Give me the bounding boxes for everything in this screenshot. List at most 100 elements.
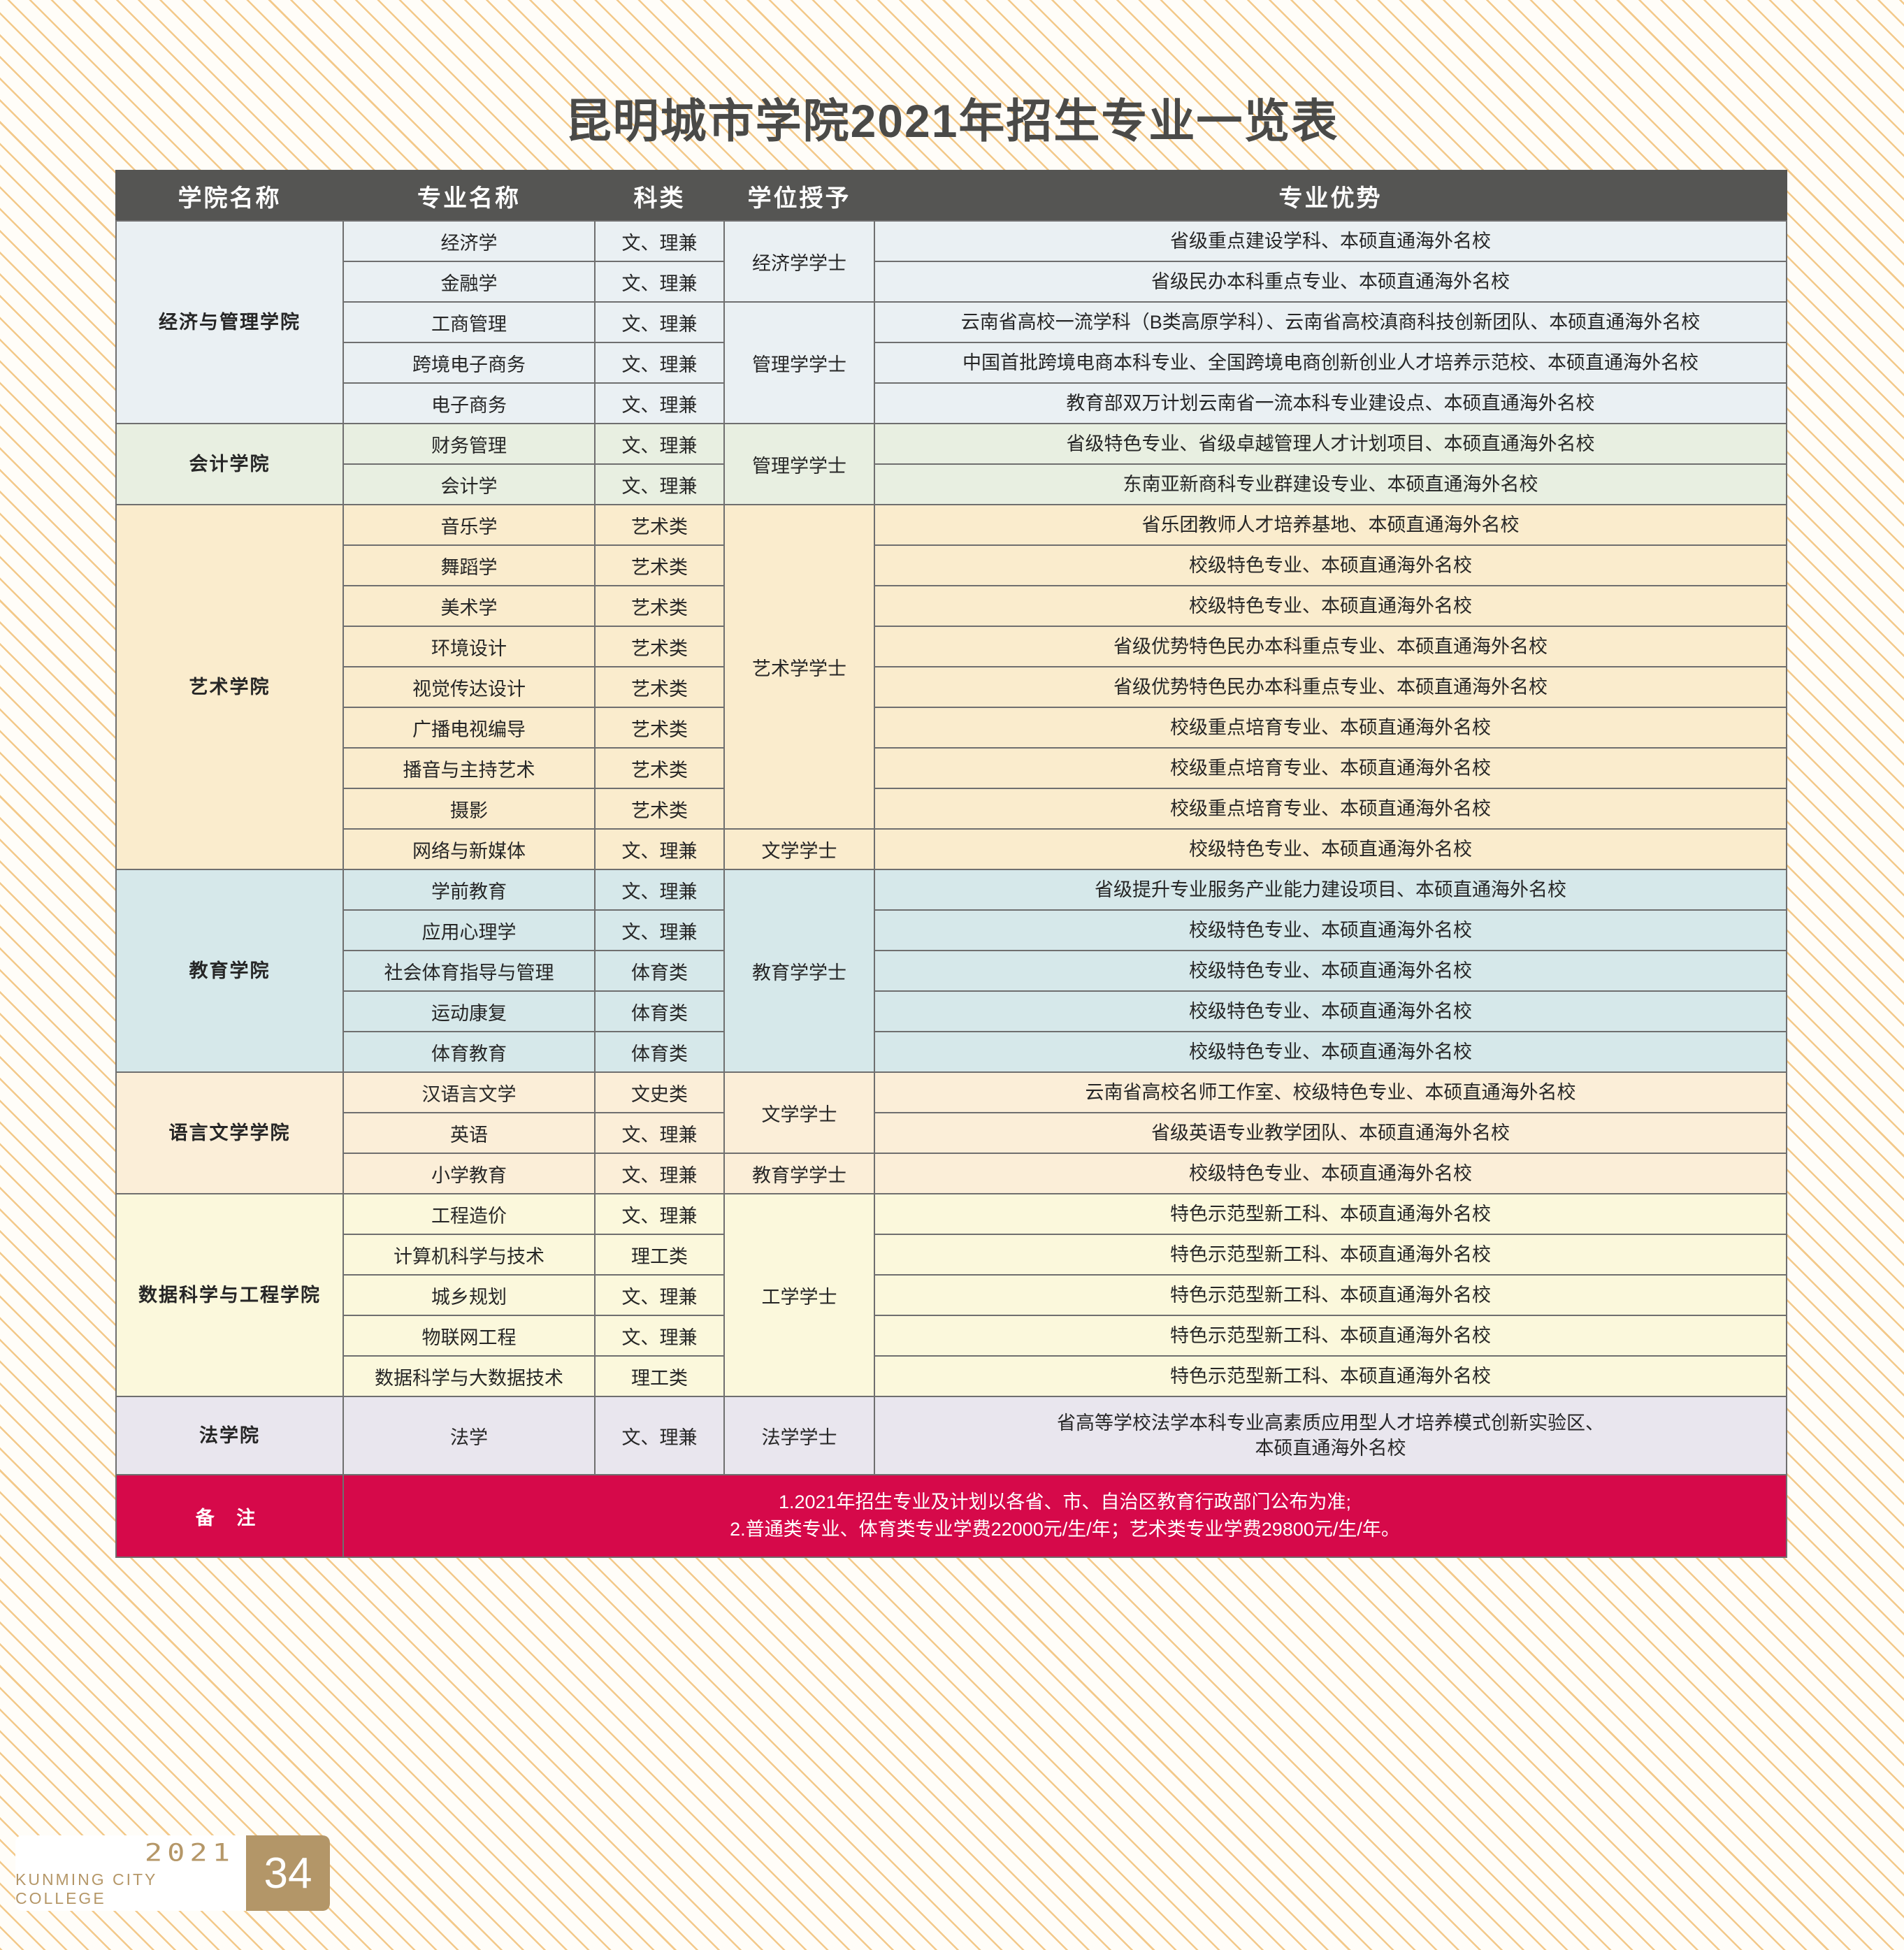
category-cell: 体育类 xyxy=(594,990,725,1032)
table-row: 语言文学学院 汉语言文学 文史类 文学学士 云南省高校名师工作室、校级特色专业、… xyxy=(115,1071,1787,1194)
major-name-cell: 小学教育 xyxy=(342,1153,596,1194)
advantage-cell: 省级英语专业教学团队、本硕直通海外名校 xyxy=(874,1112,1787,1154)
degree-cell: 文学学士 xyxy=(723,1071,875,1154)
category-cell: 文、理兼 xyxy=(594,463,725,505)
category-cell: 文、理兼 xyxy=(594,1274,725,1316)
category-cell: 艺术类 xyxy=(594,666,725,708)
table-row: 小学教育 文、理兼 教育学学士 校级特色专业、本硕直通海外名校 xyxy=(116,1153,1787,1194)
major-name-cell: 运动康复 xyxy=(342,990,596,1032)
table-row: 英语 文、理兼 省级英语专业教学团队、本硕直通海外名校 xyxy=(116,1112,1787,1154)
category-cell: 文、理兼 xyxy=(594,301,725,343)
major-name-cell: 网络与新媒体 xyxy=(342,828,596,870)
table-row: 金融学 文、理兼 省级民办本科重点专业、本硕直通海外名校 xyxy=(116,261,1787,303)
footer-college-name: KUNMING CITY COLLEGE xyxy=(15,1870,157,1907)
major-name-cell: 城乡规划 xyxy=(342,1274,596,1316)
col-header-advantage: 专业优势 xyxy=(874,170,1787,222)
col-header-category: 科类 xyxy=(594,170,725,222)
note-line-2: 2.普通类专业、体育类专业学费22000元/生/年；艺术类专业学费29800元/… xyxy=(730,1519,1400,1540)
category-cell: 艺术类 xyxy=(594,544,725,586)
table-row: 跨境电子商务 文、理兼 中国首批跨境电商本科专业、全国跨境电商创新创业人才培养示… xyxy=(116,342,1787,384)
major-name-cell: 社会体育指导与管理 xyxy=(342,950,596,992)
advantage-cell: 校级特色专业、本硕直通海外名校 xyxy=(874,828,1787,870)
table-row: 工商管理 文、理兼 管理学学士 云南省高校一流学科（B类高原学科）、云南省高校滇… xyxy=(116,301,1787,424)
advantage-cell: 教育部双万计划云南省一流本科专业建设点、本硕直通海外名校 xyxy=(874,382,1787,424)
category-cell: 文、理兼 xyxy=(594,1112,725,1154)
category-cell: 文、理兼 xyxy=(594,1193,725,1235)
major-name-cell: 数据科学与大数据技术 xyxy=(342,1355,596,1397)
major-name-cell: 电子商务 xyxy=(342,382,596,424)
page-number: 34 xyxy=(246,1835,330,1911)
table-row: 法学院 法学 文、理兼 法学学士 省高等学校法学本科专业高素质应用型人才培养模式… xyxy=(115,1396,1787,1475)
major-name-cell: 应用心理学 xyxy=(342,909,596,951)
category-cell: 体育类 xyxy=(594,1031,725,1073)
table-row: 城乡规划 文、理兼 特色示范型新工科、本硕直通海外名校 xyxy=(116,1274,1787,1316)
college-name-cell: 语言文学学院 xyxy=(115,1071,344,1194)
degree-cell: 经济学学士 xyxy=(723,220,875,303)
advantage-cell: 特色示范型新工科、本硕直通海外名校 xyxy=(874,1234,1787,1276)
advantage-cell: 校级重点培育专业、本硕直通海外名校 xyxy=(874,747,1787,789)
degree-cell: 管理学学士 xyxy=(723,423,875,505)
major-name-cell: 体育教育 xyxy=(342,1031,596,1073)
table-row: 美术学 艺术类 校级特色专业、本硕直通海外名校 xyxy=(116,585,1787,627)
table-row: 数据科学与工程学院 工程造价 文、理兼 工学学士 特色示范型新工科、本硕直通海外… xyxy=(115,1193,1787,1397)
advantage-cell: 省级优势特色民办本科重点专业、本硕直通海外名校 xyxy=(874,626,1787,667)
majors-table-container: 学院名称 专业名称 科类 学位授予 专业优势 经济与管理学院 经济学 文、理兼 … xyxy=(115,170,1787,1558)
major-name-cell: 物联网工程 xyxy=(342,1315,596,1357)
college-name-cell: 数据科学与工程学院 xyxy=(115,1193,344,1397)
footer-brand: 2021 KUNMING CITY COLLEGE xyxy=(15,1835,246,1911)
advantage-cell: 校级特色专业、本硕直通海外名校 xyxy=(874,544,1787,586)
category-cell: 文史类 xyxy=(594,1071,725,1113)
page-title: 昆明城市学院2021年招生专业一览表 xyxy=(565,95,1339,147)
table-row: 广播电视编导 艺术类 校级重点培育专业、本硕直通海外名校 xyxy=(116,707,1787,749)
advantage-cell: 东南亚新商科专业群建设专业、本硕直通海外名校 xyxy=(874,463,1787,505)
major-name-cell: 会计学 xyxy=(342,463,596,505)
degree-cell: 法学学士 xyxy=(723,1396,875,1475)
table-row: 会计学 文、理兼 东南亚新商科专业群建设专业、本硕直通海外名校 xyxy=(116,463,1787,505)
advantage-cell: 校级重点培育专业、本硕直通海外名校 xyxy=(874,707,1787,749)
major-name-cell: 财务管理 xyxy=(342,423,596,465)
col-header-degree: 学位授予 xyxy=(723,170,875,222)
category-cell: 艺术类 xyxy=(594,626,725,667)
major-name-cell: 音乐学 xyxy=(342,504,596,546)
table-row: 体育教育 体育类 校级特色专业、本硕直通海外名校 xyxy=(116,1031,1787,1073)
advantage-line-2: 本硕直通海外名校 xyxy=(1255,1438,1406,1459)
advantage-cell: 校级特色专业、本硕直通海外名校 xyxy=(874,950,1787,992)
major-name-cell: 环境设计 xyxy=(342,626,596,667)
category-cell: 文、理兼 xyxy=(594,1396,725,1475)
degree-cell: 工学学士 xyxy=(723,1193,875,1397)
table-row: 播音与主持艺术 艺术类 校级重点培育专业、本硕直通海外名校 xyxy=(116,747,1787,789)
table-row: 数据科学与大数据技术 理工类 特色示范型新工科、本硕直通海外名校 xyxy=(116,1355,1787,1397)
note-row: 备 注 1.2021年招生专业及计划以各省、市、自治区教育行政部门公布为准; 2… xyxy=(115,1474,1787,1558)
advantage-cell: 校级特色专业、本硕直通海外名校 xyxy=(874,585,1787,627)
category-cell: 文、理兼 xyxy=(594,828,725,870)
advantage-cell: 校级特色专业、本硕直通海外名校 xyxy=(874,909,1787,951)
table-row: 网络与新媒体 文、理兼 文学学士 校级特色专业、本硕直通海外名校 xyxy=(116,828,1787,870)
category-cell: 艺术类 xyxy=(594,788,725,830)
col-header-major: 专业名称 xyxy=(342,170,596,222)
category-cell: 文、理兼 xyxy=(594,220,725,262)
degree-cell: 管理学学士 xyxy=(723,301,875,424)
category-cell: 文、理兼 xyxy=(594,382,725,424)
category-cell: 体育类 xyxy=(594,950,725,992)
category-cell: 文、理兼 xyxy=(594,1315,725,1357)
degree-cell: 教育学学士 xyxy=(723,1153,875,1194)
major-name-cell: 英语 xyxy=(342,1112,596,1154)
category-cell: 文、理兼 xyxy=(594,909,725,951)
table-row: 教育学院 学前教育 文、理兼 教育学学士 省级提升专业服务产业能力建设项目、本硕… xyxy=(115,869,1787,1073)
advantage-cell: 特色示范型新工科、本硕直通海外名校 xyxy=(874,1355,1787,1397)
major-name-cell: 视觉传达设计 xyxy=(342,666,596,708)
advantage-cell: 省级特色专业、省级卓越管理人才计划项目、本硕直通海外名校 xyxy=(874,423,1787,465)
advantage-cell: 省级提升专业服务产业能力建设项目、本硕直通海外名校 xyxy=(874,869,1787,911)
category-cell: 艺术类 xyxy=(594,504,725,546)
advantage-cell: 特色示范型新工科、本硕直通海外名校 xyxy=(874,1193,1787,1235)
col-header-college: 学院名称 xyxy=(115,170,344,222)
table-row: 艺术学院 音乐学 艺术类 艺术学学士 省乐团教师人才培养基地、本硕直通海外名校 xyxy=(115,504,1787,870)
category-cell: 理工类 xyxy=(594,1355,725,1397)
table-row: 摄影 艺术类 校级重点培育专业、本硕直通海外名校 xyxy=(116,788,1787,830)
note-label: 备 注 xyxy=(115,1474,344,1558)
advantage-cell: 校级重点培育专业、本硕直通海外名校 xyxy=(874,788,1787,830)
advantage-cell: 省级民办本科重点专业、本硕直通海外名校 xyxy=(874,261,1787,303)
advantage-cell: 校级特色专业、本硕直通海外名校 xyxy=(874,1153,1787,1194)
advantage-cell: 特色示范型新工科、本硕直通海外名校 xyxy=(874,1315,1787,1357)
majors-table: 学院名称 专业名称 科类 学位授予 专业优势 经济与管理学院 经济学 文、理兼 … xyxy=(115,170,1787,1558)
